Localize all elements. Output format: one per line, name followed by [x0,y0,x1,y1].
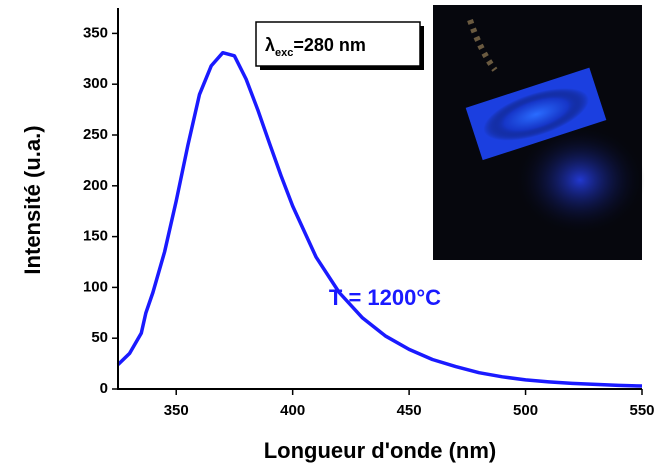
line [116,50,643,388]
lambda: λ [265,35,275,55]
excitation-box: λexc=280 nm [255,21,424,70]
y-tick-label: 250 [83,126,108,143]
y-tick-label: 300 [83,75,108,92]
excitation-value: =280 nm [293,35,366,55]
y-tick-label: 200 [83,177,108,194]
x-tick-label: 400 [280,402,305,419]
y-axis-label: Intensité (u.a.) [20,125,45,274]
y-tick-label: 50 [91,329,108,346]
excitation-label: λexc=280 nm [265,35,366,59]
plot-frame [117,8,642,390]
inset-photo [433,5,645,260]
x-axis-label: Longueur d'onde (nm) [264,438,497,463]
y-tick-label: 100 [83,278,108,295]
y-tick-label: 350 [83,24,108,41]
subscript: exc [275,47,293,59]
annotation: T = 1200°C [329,285,441,310]
y-tick-label: 150 [83,228,108,245]
x-tick-label: 550 [629,402,654,419]
y-tick-label: 0 [100,380,108,397]
x-tick-label: 350 [164,402,189,419]
x-tick-label: 450 [397,402,422,419]
x-tick-label: 500 [513,402,538,419]
